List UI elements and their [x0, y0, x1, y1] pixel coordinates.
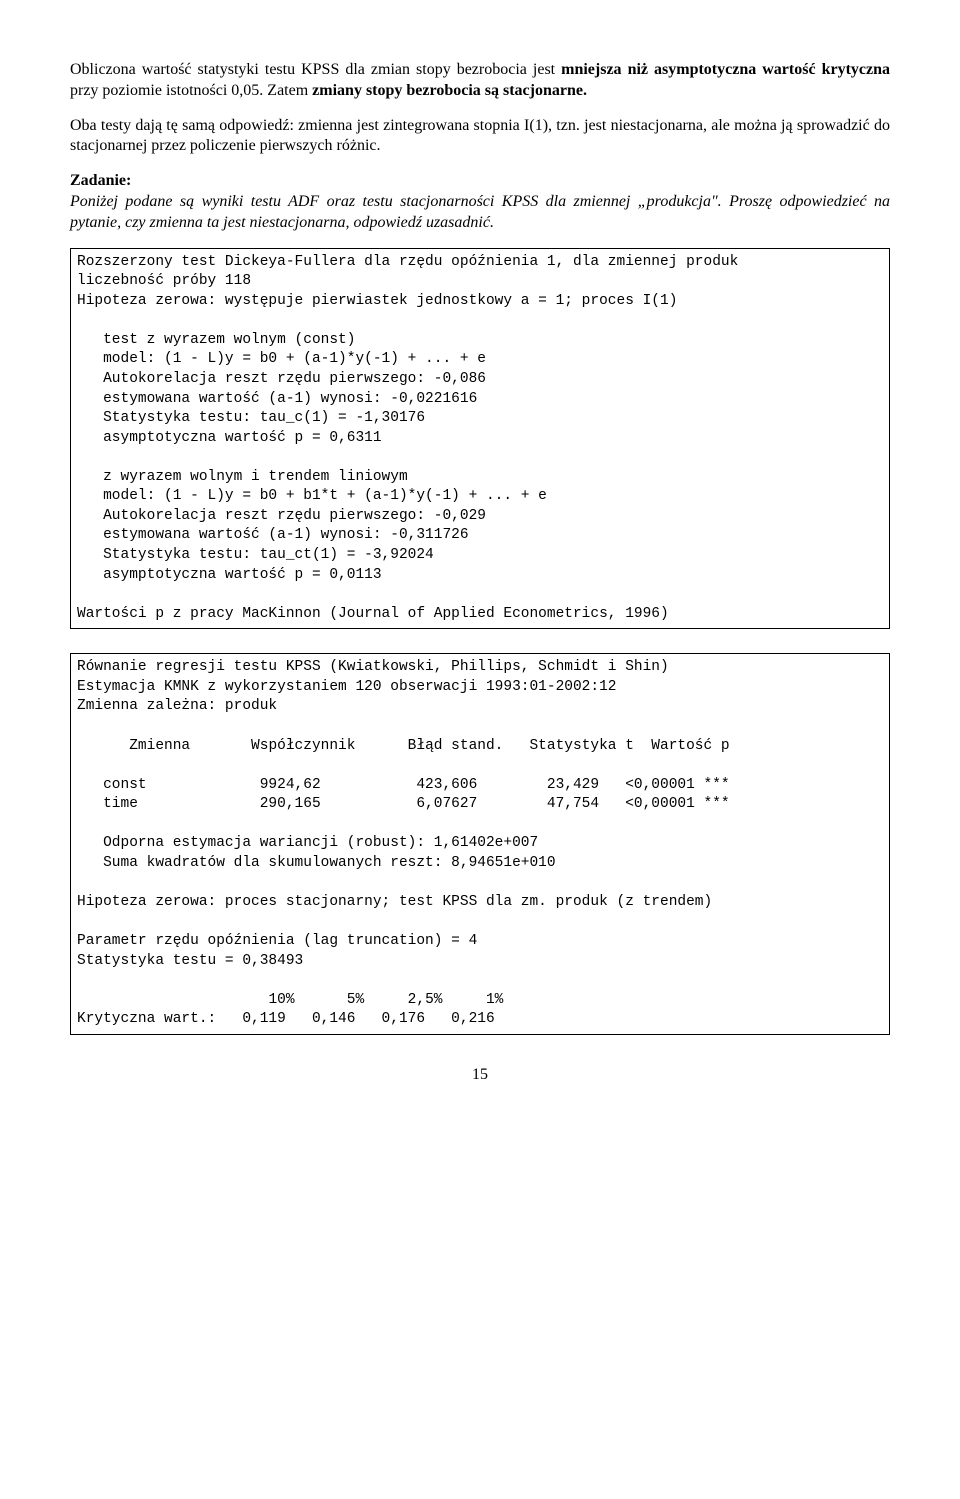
page-number: 15: [70, 1065, 890, 1086]
zadanie-heading: Zadanie:: [70, 172, 131, 189]
zadanie-block: Zadanie: Poniżej podane są wyniki testu …: [70, 171, 890, 233]
intro-paragraph-1: Obliczona wartość statystyki testu KPSS …: [70, 60, 890, 102]
intro-p1c: przy poziomie istotności 0,05. Zatem: [70, 82, 312, 99]
intro-p1b: mniejsza niż asymptotyczna wartość kryty…: [561, 61, 890, 78]
adf-output-box: Rozszerzony test Dickeya-Fullera dla rzę…: [70, 248, 890, 630]
intro-p1d: zmiany stopy bezrobocia są stacjonarne.: [312, 82, 587, 99]
kpss-output-box: Równanie regresji testu KPSS (Kwiatkowsk…: [70, 653, 890, 1035]
intro-paragraph-2: Oba testy dają tę samą odpowiedź: zmienn…: [70, 116, 890, 158]
intro-p1a: Obliczona wartość statystyki testu KPSS …: [70, 61, 561, 78]
zadanie-body: Poniżej podane są wyniki testu ADF oraz …: [70, 193, 890, 231]
